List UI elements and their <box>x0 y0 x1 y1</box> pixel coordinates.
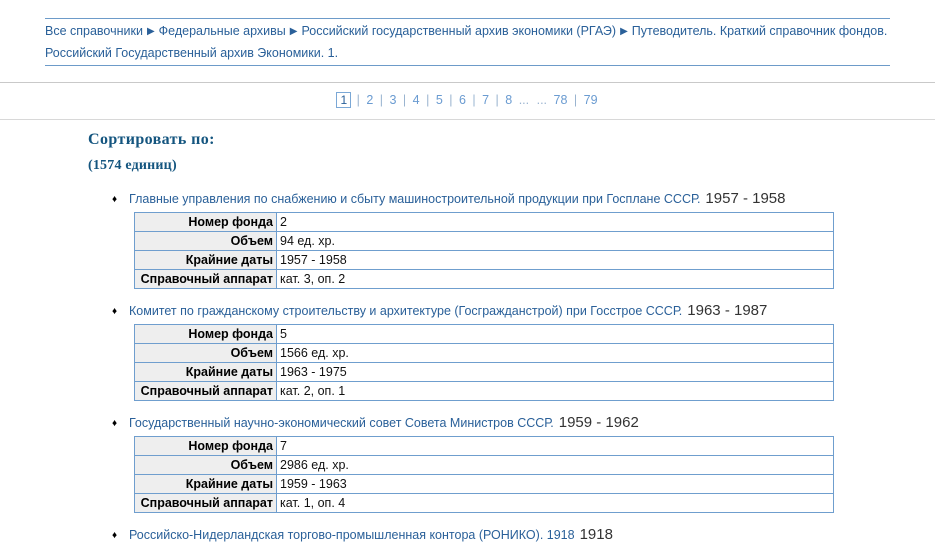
field-value: 2 <box>276 212 834 232</box>
field-label: Крайние даты <box>134 474 277 494</box>
diamond-bullet-icon: ♦ <box>112 306 118 317</box>
pagination-ellipsis-right: ... <box>536 93 551 107</box>
pagination-separator: | <box>570 93 581 107</box>
pagination-page-2[interactable]: 2 <box>366 93 374 107</box>
field-value: кат. 3, оп. 2 <box>276 269 834 289</box>
record-detail-table: Номер фонда 7 Объем 2986 ед. хр. Крайние дат… <box>134 436 834 513</box>
table-row: Номер фонда 2 <box>134 212 834 232</box>
breadcrumb-item-2[interactable]: Федеральные архивы <box>158 24 286 38</box>
chevron-right-icon: ▶ <box>289 26 298 37</box>
field-value: кат. 1, оп. 4 <box>276 493 834 513</box>
breadcrumb-item-3[interactable]: Российский государственный архив экономи… <box>301 24 617 38</box>
pagination-current-page[interactable]: 1 <box>336 92 352 108</box>
record-header: ♦ Главные управления по снабжению и сбыту… <box>0 190 935 210</box>
record-header: ♦ Государственный научно-экономический со… <box>0 414 935 434</box>
pagination-page-5[interactable]: 5 <box>435 93 443 107</box>
pagination-page-8[interactable]: 8 <box>505 93 513 107</box>
pagination-separator: | <box>445 93 456 107</box>
table-row: Объем 94 ед. хр. <box>134 231 834 251</box>
field-value: 2986 ед. хр. <box>276 455 834 475</box>
diamond-bullet-icon: ♦ <box>112 530 118 541</box>
breadcrumb-trail: Все справочники ▶ Федеральные архивы ▶ Росси… <box>45 19 890 65</box>
breadcrumb-item-4[interactable]: Путеводитель. Краткий справочник фондов.… <box>45 24 888 60</box>
record-title-link[interactable]: Комитет по гражданскому строительству и … <box>129 304 683 318</box>
record-item: ♦ Комитет по гражданскому строительству и… <box>0 302 935 401</box>
record-title-link[interactable]: Государственный научно-экономический сов… <box>129 416 554 430</box>
pagination-page-4[interactable]: 4 <box>412 93 420 107</box>
pagination-separator: | <box>353 93 364 107</box>
field-value: 7 <box>276 436 834 456</box>
chevron-right-icon: ▶ <box>146 26 155 37</box>
record-date: 1959 - 1962 <box>558 414 639 431</box>
field-value: 1963 - 1975 <box>276 362 834 382</box>
sort-by-label: Сортировать по: <box>88 131 215 148</box>
field-label: Крайние даты <box>134 250 277 270</box>
pagination-page-6[interactable]: 6 <box>458 93 466 107</box>
diamond-bullet-icon: ♦ <box>112 418 118 429</box>
field-value: кат. 2, оп. 1 <box>276 381 834 401</box>
field-value: 94 ед. хр. <box>276 231 834 251</box>
table-row: Номер фонда 5 <box>134 324 834 344</box>
record-header: ♦ Российско-Нидерландская торгово-промышл… <box>0 526 935 546</box>
pagination-separator: | <box>468 93 480 107</box>
sort-label-block: Сортировать по: (1574 единиц) <box>88 130 215 176</box>
record-date: 1918 <box>579 526 613 543</box>
table-row: Крайние даты 1957 - 1958 <box>134 250 834 270</box>
sort-bar: Сортировать по: (1574 единиц) номеру фон… <box>0 126 935 255</box>
table-row: Крайние даты 1959 - 1963 <box>134 474 834 494</box>
field-label: Объем <box>134 231 277 251</box>
field-label: Объем <box>134 455 277 475</box>
field-value: 5 <box>276 324 834 344</box>
field-label: Номер фонда <box>134 212 277 232</box>
field-label: Объем <box>134 343 277 363</box>
pagination-page-3[interactable]: 3 <box>389 93 397 107</box>
field-label: Крайние даты <box>134 362 277 382</box>
table-row: Объем 1566 ед. хр. <box>134 343 834 363</box>
record-count-label: (1574 единиц) <box>88 158 177 173</box>
pagination-page-79[interactable]: 79 <box>583 93 598 107</box>
field-value: 1566 ед. хр. <box>276 343 834 363</box>
record-list: ♦ Главные управления по снабжению и сбыту… <box>0 190 935 548</box>
page-root: Все справочники ▶ Федеральные архивы ▶ Росси… <box>0 18 935 548</box>
field-label: Справочный аппарат <box>134 493 277 513</box>
pagination-separator: | <box>399 93 410 107</box>
record-item: ♦ Главные управления по снабжению и сбыту… <box>0 190 935 289</box>
pagination-divider <box>0 119 935 120</box>
field-label: Справочный аппарат <box>134 381 277 401</box>
field-label: Номер фонда <box>134 324 277 344</box>
record-item: ♦ Государственный научно-экономический со… <box>0 414 935 513</box>
pagination-ellipsis-left: ... <box>515 93 533 107</box>
record-header: ♦ Комитет по гражданскому строительству и… <box>0 302 935 322</box>
table-row: Крайние даты 1963 - 1975 <box>134 362 834 382</box>
field-label: Справочный аппарат <box>134 269 277 289</box>
record-item: ♦ Российско-Нидерландская торгово-промышл… <box>0 526 935 548</box>
record-title-link[interactable]: Главные управления по снабжению и сбыту … <box>129 192 701 206</box>
diamond-bullet-icon: ♦ <box>112 194 118 205</box>
record-date: 1963 - 1987 <box>687 302 768 319</box>
record-date: 1957 - 1958 <box>705 190 786 207</box>
table-row: Справочный аппарат кат. 2, оп. 1 <box>134 381 834 401</box>
field-value: 1957 - 1958 <box>276 250 834 270</box>
breadcrumb-item-1[interactable]: Все справочники <box>45 24 143 38</box>
field-value: 1959 - 1963 <box>276 474 834 494</box>
table-row: Номер фонда 7 <box>134 436 834 456</box>
pagination-separator: | <box>492 93 503 107</box>
pagination-separator: | <box>422 93 433 107</box>
record-detail-table: Номер фонда 2 Объем 94 ед. хр. Крайние даты 1… <box>134 212 834 289</box>
record-title-link[interactable]: Российско-Нидерландская торгово-промышле… <box>129 528 575 542</box>
table-row: Справочный аппарат кат. 1, оп. 4 <box>134 493 834 513</box>
record-detail-table: Номер фонда 5 Объем 1566 ед. хр. Крайние дат… <box>134 324 834 401</box>
pagination-page-7[interactable]: 7 <box>482 93 490 107</box>
table-row: Справочный аппарат кат. 3, оп. 2 <box>134 269 834 289</box>
pagination: 1 | 2 | 3 | 4 | 5 | 6 | 7 | 8 ... ... 78… <box>0 83 935 113</box>
table-row: Объем 2986 ед. хр. <box>134 455 834 475</box>
field-label: Номер фонда <box>134 436 277 456</box>
header-divider <box>0 82 935 83</box>
pagination-page-78[interactable]: 78 <box>553 93 568 107</box>
chevron-right-icon: ▶ <box>620 26 628 37</box>
breadcrumb: Все справочники ▶ Федеральные архивы ▶ Росси… <box>45 18 890 66</box>
pagination-separator: | <box>376 93 387 107</box>
